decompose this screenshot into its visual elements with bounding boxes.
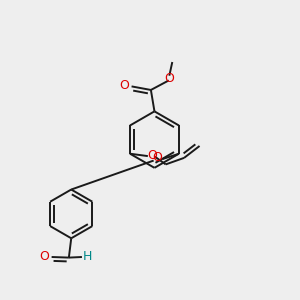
Text: O: O — [119, 79, 129, 92]
Text: O: O — [147, 149, 157, 162]
Text: O: O — [152, 151, 162, 164]
Text: O: O — [40, 250, 50, 262]
Text: H: H — [82, 250, 92, 262]
Text: O: O — [165, 73, 175, 85]
